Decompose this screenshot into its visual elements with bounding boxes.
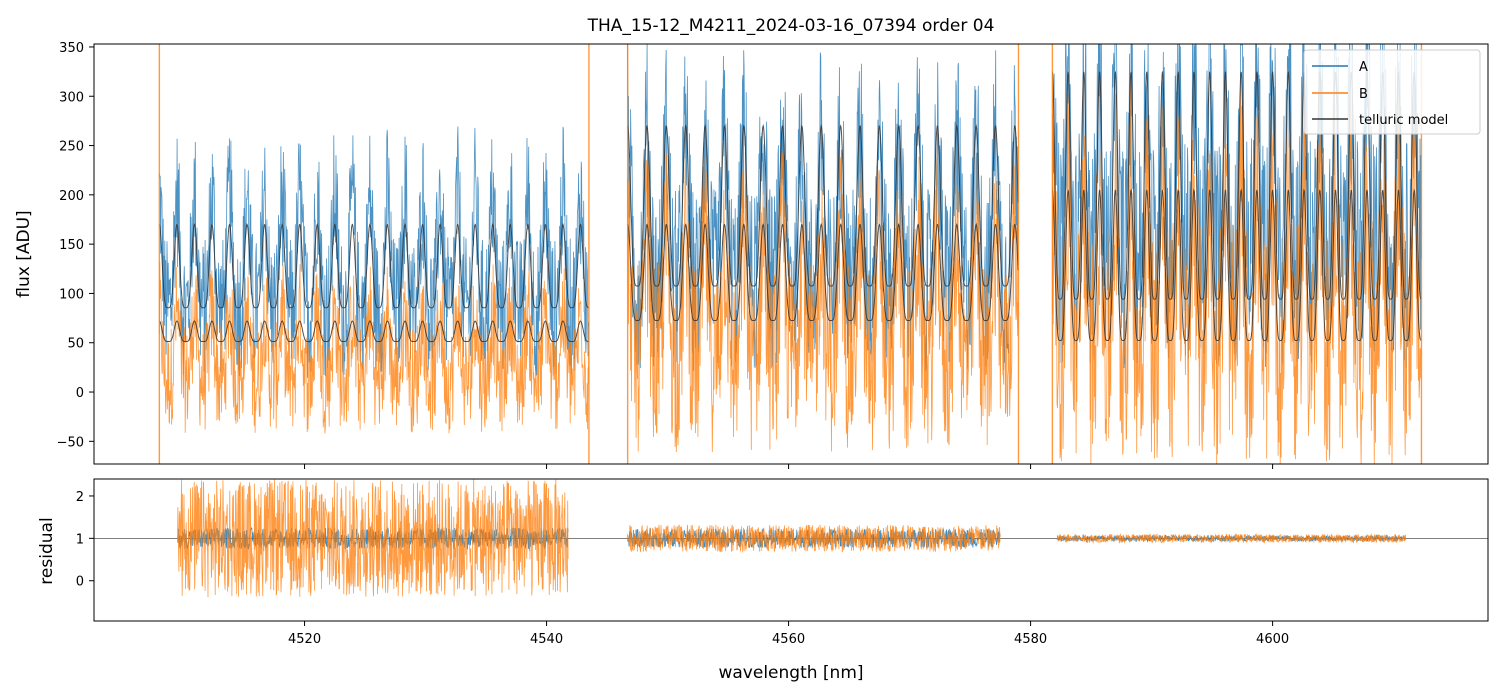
telluric-model-b-line bbox=[159, 320, 589, 342]
series-a-line bbox=[1052, 44, 1422, 369]
top-series-group bbox=[158, 44, 1423, 464]
top-panel-frame bbox=[93, 43, 1489, 465]
bottom-ylabel: residual bbox=[37, 517, 57, 584]
top-panel: −50 0 50 100 150 200 250 300 350 flux [ADU] A B … bbox=[14, 41, 1489, 469]
legend: A B telluric model bbox=[1303, 49, 1481, 135]
bottom-xtick-label: 4520 bbox=[288, 632, 321, 647]
top-ytick-label: 50 bbox=[67, 337, 84, 352]
bottom-panel: 4520 4540 4560 4580 4600 0 1 2 residual wavelen… bbox=[37, 478, 1489, 683]
top-ytick-label: 350 bbox=[59, 41, 84, 56]
residual-b-line bbox=[177, 479, 569, 598]
telluric-model-a-line bbox=[1051, 70, 1422, 300]
top-ytick-label: 200 bbox=[59, 189, 84, 204]
telluric-model-a-line bbox=[627, 123, 1019, 287]
series-b-line bbox=[158, 261, 590, 434]
residual-b-line bbox=[1056, 532, 1407, 544]
legend-box bbox=[1303, 49, 1481, 135]
residual-b-line bbox=[627, 524, 1001, 553]
legend-label-b: B bbox=[1359, 87, 1368, 102]
top-ytick-label: 300 bbox=[59, 90, 84, 105]
bottom-ytick-label: 0 bbox=[76, 575, 84, 590]
bottom-xtick-label: 4540 bbox=[530, 632, 563, 647]
series-a-line bbox=[158, 126, 590, 378]
telluric-model-b-line bbox=[627, 223, 1019, 321]
bottom-series-group bbox=[94, 479, 1488, 598]
top-ytick-label: 100 bbox=[59, 287, 84, 302]
bottom-ytick-label: 2 bbox=[76, 490, 84, 505]
telluric-model-b-line bbox=[1051, 188, 1422, 341]
bottom-xtick-label: 4560 bbox=[772, 632, 805, 647]
bottom-xtick-label: 4580 bbox=[1014, 632, 1047, 647]
top-ytick-label: 150 bbox=[59, 238, 84, 253]
legend-label-a: A bbox=[1359, 60, 1368, 75]
bottom-ytick-label: 1 bbox=[76, 532, 84, 547]
bottom-xtick-label: 4600 bbox=[1256, 632, 1289, 647]
top-ylabel: flux [ADU] bbox=[14, 210, 34, 297]
bottom-xlabel: wavelength [nm] bbox=[718, 663, 863, 683]
top-ytick-label: 0 bbox=[76, 386, 84, 401]
bottom-panel-frame bbox=[93, 478, 1489, 622]
top-ytick-label: 250 bbox=[59, 140, 84, 155]
telluric-model-a-line bbox=[158, 222, 589, 309]
series-a-line bbox=[627, 44, 1019, 372]
top-ytick-label: −50 bbox=[57, 435, 84, 450]
legend-label-model: telluric model bbox=[1359, 113, 1448, 128]
top-axes: −50 0 50 100 150 200 250 300 350 bbox=[57, 41, 1274, 469]
chart-title: THA_15-12_M4211_2024-03-16_07394 order 0… bbox=[587, 16, 995, 36]
bottom-axes: 4520 4540 4560 4580 4600 0 1 2 bbox=[76, 490, 1289, 647]
